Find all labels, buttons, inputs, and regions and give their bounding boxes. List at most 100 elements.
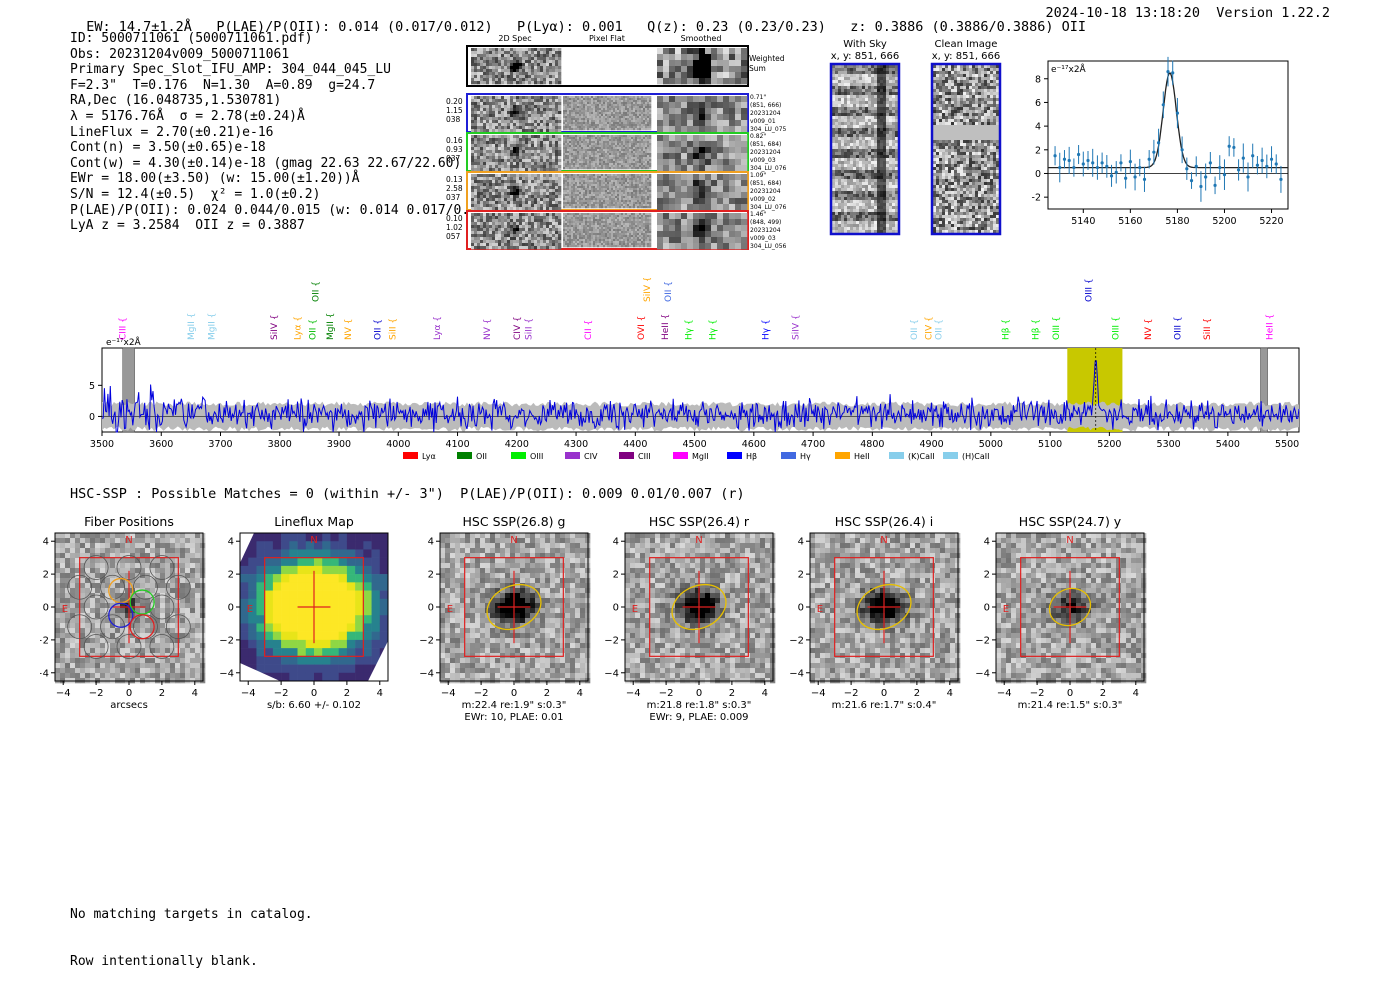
noise-pixel bbox=[693, 96, 700, 103]
noise-pixel bbox=[583, 245, 586, 248]
noise-pixel bbox=[492, 54, 496, 58]
noise-pixel bbox=[555, 231, 559, 235]
noise-pixel bbox=[603, 120, 606, 123]
noise-pixel bbox=[489, 222, 493, 226]
noise-pixel bbox=[589, 98, 592, 101]
noise-pixel bbox=[504, 177, 508, 181]
noise-pixel bbox=[581, 106, 584, 109]
noise-pixel bbox=[498, 69, 502, 73]
noise-pixel bbox=[563, 102, 566, 105]
noise-pixel bbox=[555, 225, 559, 229]
noise-pixel bbox=[657, 114, 664, 121]
noise-pixel bbox=[507, 126, 511, 130]
noise-pixel bbox=[607, 128, 610, 131]
noise-pixel bbox=[495, 108, 499, 112]
noise-pixel bbox=[645, 184, 648, 187]
noise-pixel bbox=[519, 228, 523, 232]
noise-pixel bbox=[483, 246, 487, 250]
noise-pixel bbox=[577, 106, 580, 109]
noise-pixel bbox=[492, 159, 496, 163]
noise-pixel bbox=[471, 204, 475, 208]
noise-pixel bbox=[645, 104, 648, 107]
noise-pixel bbox=[522, 135, 526, 139]
noise-pixel bbox=[595, 165, 598, 168]
noise-pixel bbox=[471, 165, 475, 169]
noise-pixel bbox=[705, 102, 712, 109]
noise-pixel bbox=[619, 190, 622, 193]
noise-pixel bbox=[617, 143, 620, 146]
noise-pixel bbox=[633, 104, 636, 107]
noise-pixel bbox=[534, 168, 538, 172]
noise-pixel bbox=[583, 174, 586, 177]
noise-pixel bbox=[619, 114, 622, 117]
noise-pixel bbox=[525, 159, 529, 163]
noise-pixel bbox=[540, 207, 544, 211]
noise-pixel bbox=[471, 135, 475, 139]
noise-pixel bbox=[595, 182, 598, 185]
noise-pixel bbox=[577, 104, 580, 107]
noise-pixel bbox=[563, 241, 566, 244]
noise-pixel bbox=[522, 207, 526, 211]
noise-pixel bbox=[617, 141, 620, 144]
noise-pixel bbox=[583, 182, 586, 185]
noise-pixel bbox=[605, 202, 608, 205]
noise-pixel bbox=[513, 177, 517, 181]
noise-pixel bbox=[480, 123, 484, 127]
noise-pixel bbox=[615, 96, 618, 99]
noise-pixel bbox=[589, 102, 592, 105]
noise-pixel bbox=[504, 72, 508, 76]
noise-pixel bbox=[513, 222, 517, 226]
noise-pixel bbox=[647, 120, 650, 123]
noise-pixel bbox=[611, 213, 614, 216]
noise-pixel bbox=[486, 111, 490, 115]
noise-pixel bbox=[522, 72, 526, 76]
noise-pixel bbox=[657, 120, 664, 127]
noise-pixel bbox=[593, 98, 596, 101]
cutout-row-right-label: 20231204 bbox=[750, 149, 781, 156]
noise-pixel bbox=[534, 201, 538, 205]
noise-pixel bbox=[480, 99, 484, 103]
noise-pixel bbox=[663, 66, 670, 73]
noise-pixel bbox=[486, 240, 490, 244]
noise-pixel bbox=[480, 204, 484, 208]
noise-pixel bbox=[639, 200, 642, 203]
noise-pixel bbox=[589, 184, 592, 187]
noise-pixel bbox=[513, 174, 517, 178]
noise-pixel bbox=[510, 126, 514, 130]
noise-pixel bbox=[621, 167, 624, 170]
noise-pixel bbox=[567, 124, 570, 127]
noise-pixel bbox=[579, 229, 582, 232]
noise-pixel bbox=[605, 110, 608, 113]
noise-pixel bbox=[615, 186, 618, 189]
noise-pixel bbox=[528, 222, 532, 226]
noise-pixel bbox=[528, 159, 532, 163]
noise-pixel bbox=[617, 229, 620, 232]
noise-pixel bbox=[649, 149, 652, 152]
noise-pixel bbox=[492, 66, 496, 70]
noise-pixel bbox=[585, 231, 588, 234]
noise-pixel bbox=[681, 48, 688, 55]
noise-pixel bbox=[681, 180, 688, 187]
noise-pixel bbox=[510, 159, 514, 163]
noise-pixel bbox=[611, 231, 614, 234]
noise-pixel bbox=[537, 156, 541, 160]
noise-pixel bbox=[621, 159, 624, 162]
noise-pixel bbox=[477, 138, 481, 142]
noise-pixel bbox=[601, 128, 604, 131]
noise-pixel bbox=[501, 219, 505, 223]
noise-pixel bbox=[540, 168, 544, 172]
noise-pixel bbox=[492, 162, 496, 166]
noise-pixel bbox=[474, 231, 478, 235]
noise-pixel bbox=[675, 96, 682, 103]
noise-pixel bbox=[621, 190, 624, 193]
noise-pixel bbox=[569, 178, 572, 181]
noise-pixel bbox=[540, 195, 544, 199]
noise-pixel bbox=[552, 150, 556, 154]
noise-pixel bbox=[615, 167, 618, 170]
noise-pixel bbox=[474, 162, 478, 166]
noise-pixel bbox=[495, 117, 499, 121]
noise-pixel bbox=[631, 202, 634, 205]
noise-pixel bbox=[643, 124, 646, 127]
noise-pixel bbox=[607, 149, 610, 152]
noise-pixel bbox=[593, 245, 596, 248]
